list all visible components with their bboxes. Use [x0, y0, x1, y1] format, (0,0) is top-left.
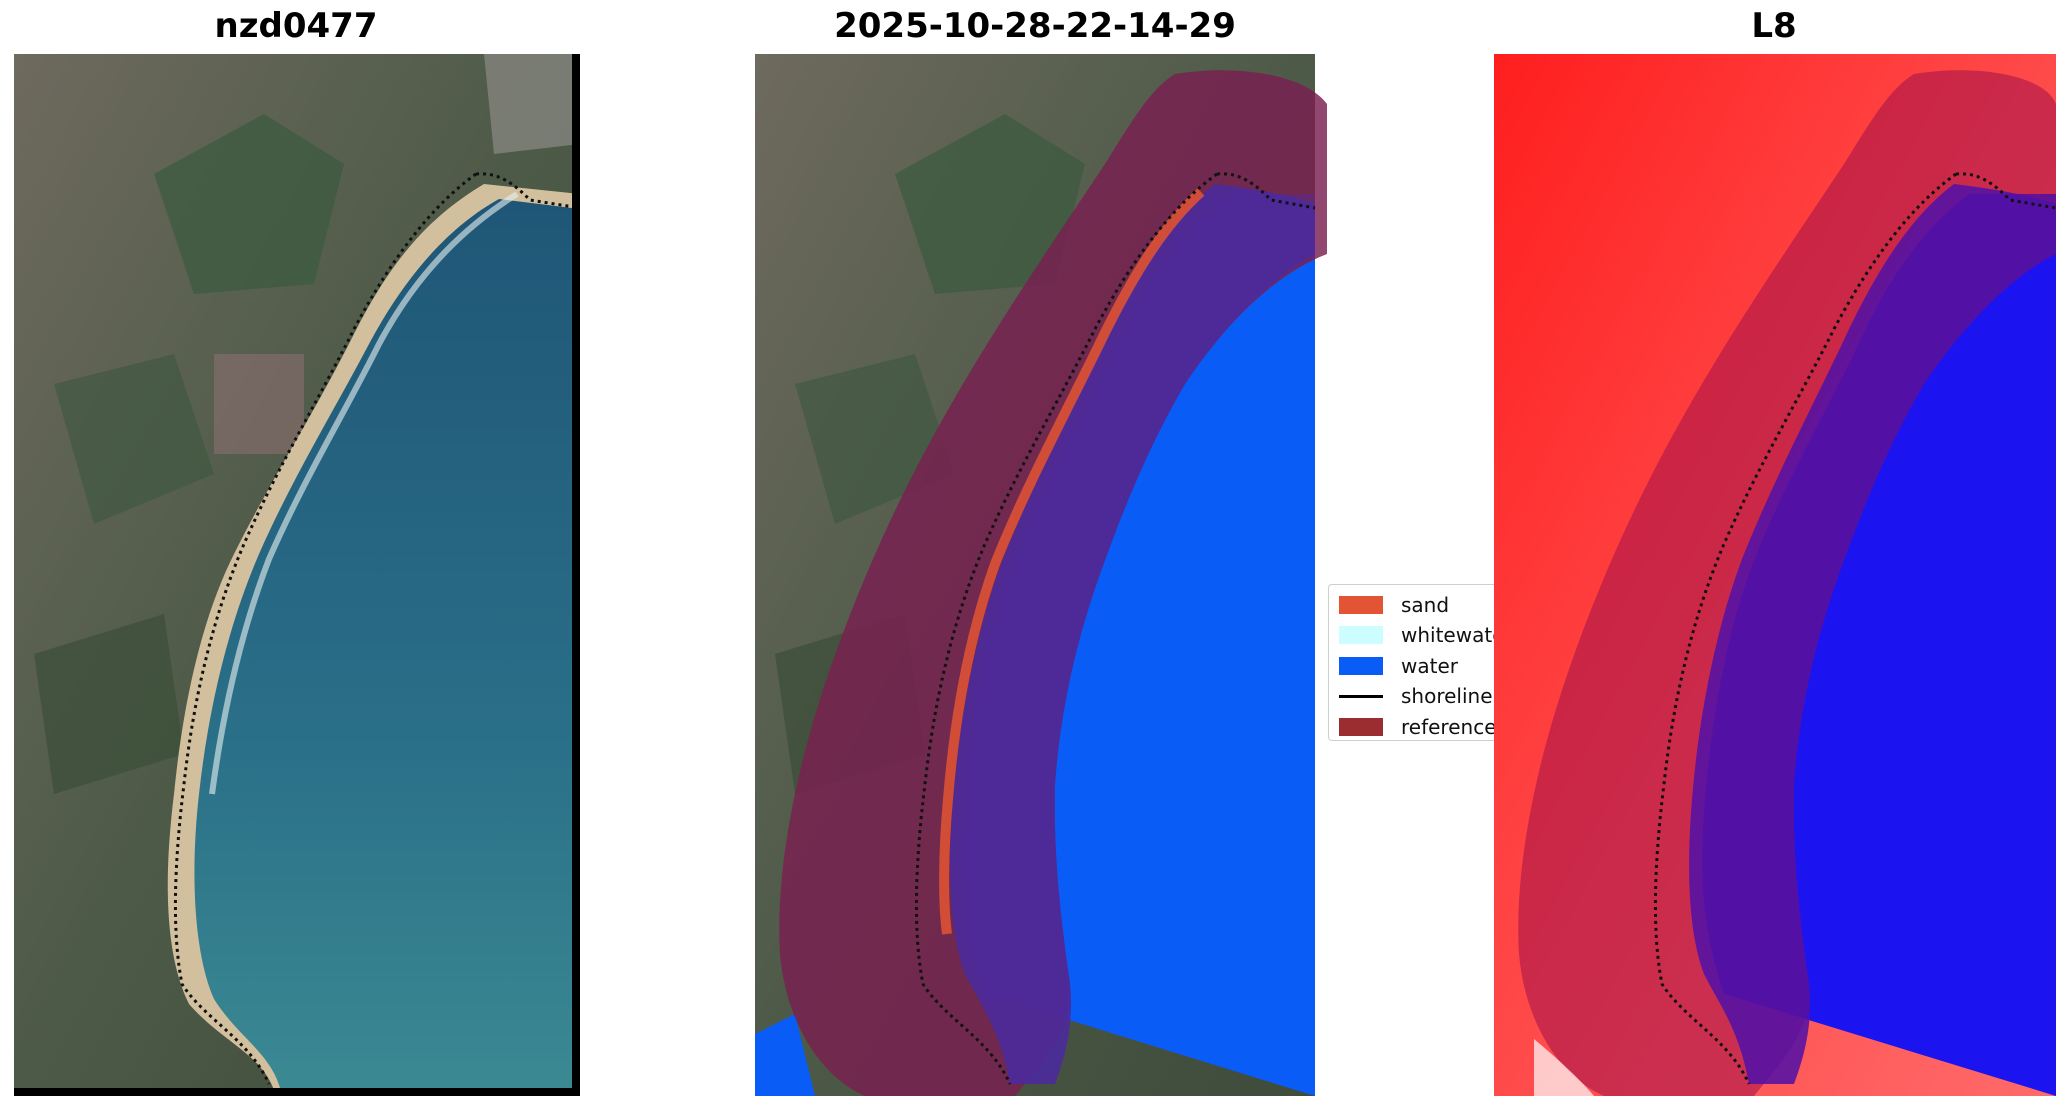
shoreline	[1653, 172, 1957, 1085]
legend-label: reference	[1401, 715, 1494, 739]
legend: sand whitewater water shoreline referenc…	[1328, 584, 1494, 741]
whitewater-line	[209, 191, 519, 795]
image-border	[14, 1088, 580, 1096]
sand-swatch	[1339, 596, 1383, 614]
classification-panel	[755, 54, 1327, 1096]
legend-item-water: water	[1339, 654, 1458, 678]
shoreline	[1216, 172, 1316, 210]
field-patch	[34, 614, 184, 794]
legend-label: water	[1401, 654, 1458, 678]
water-swatch	[1339, 657, 1383, 675]
legend-item-whitewater: whitewater	[1339, 623, 1494, 647]
sand-class	[939, 188, 1205, 935]
legend-item-shoreline: shoreline	[1339, 684, 1493, 708]
shoreline-swatch	[1339, 694, 1383, 698]
shoreline	[173, 172, 477, 1085]
water-class	[755, 1014, 815, 1096]
sea-area	[194, 199, 580, 1096]
panel-title-rgb: nzd0477	[214, 6, 378, 46]
shoreline	[475, 172, 580, 210]
legend-item-reference: reference	[1339, 715, 1494, 739]
rgb-image-panel	[14, 54, 580, 1096]
field-patch	[895, 114, 1085, 294]
shoreline	[914, 172, 1218, 1085]
legend-label: shoreline	[1401, 684, 1493, 708]
legend-item-sand: sand	[1339, 593, 1450, 617]
shoreline	[1955, 172, 2056, 210]
panel-title-classification: 2025-10-28-22-14-29	[834, 6, 1236, 46]
field-patch	[214, 354, 304, 454]
water-in-buffer	[1689, 184, 2056, 1084]
panel-title-index: L8	[1751, 6, 1797, 46]
legend-label: whitewater	[1401, 623, 1494, 647]
bright-patch	[1534, 1039, 1594, 1096]
whitewater-swatch	[1339, 626, 1383, 644]
index-panel	[1494, 54, 2056, 1096]
reference-swatch	[1339, 718, 1383, 736]
field-patch	[54, 354, 214, 524]
legend-label: sand	[1401, 593, 1450, 617]
water-in-buffer	[950, 184, 1315, 1084]
town-patch	[484, 54, 580, 154]
image-border	[572, 54, 580, 1096]
field-patch	[154, 114, 344, 294]
